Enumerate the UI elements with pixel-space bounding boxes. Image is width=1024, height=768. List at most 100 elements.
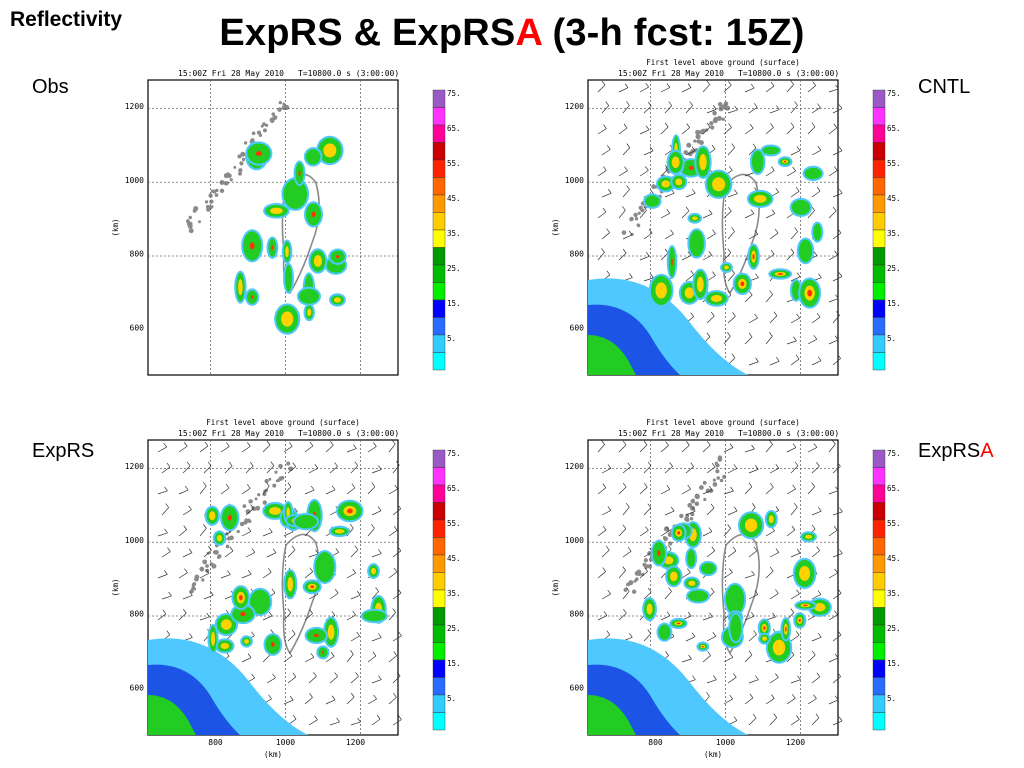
colorbar-label: 55.: [447, 159, 461, 168]
map-timer: T=10800.0 s (3:00:00): [738, 69, 839, 78]
colorbar-segment: [432, 247, 446, 266]
colorbar-segment: [432, 677, 446, 696]
panel-exprs: First level above ground (surface) 15:00Z…: [108, 418, 468, 768]
map-timer: T=10800.0 s (3:00:00): [298, 429, 399, 438]
x-tick-label: 800: [208, 738, 223, 747]
panel-label-exprsa: ExpRSA: [918, 440, 994, 463]
colorbar-label: 65.: [887, 124, 901, 133]
colorbar-label: 75.: [887, 449, 901, 458]
map-timestamp: 15:00Z Fri 28 May 2010: [178, 69, 284, 78]
colorbar-segment: [872, 352, 886, 371]
y-tick-label: 600: [570, 683, 585, 692]
map-timestamp: 15:00Z Fri 28 May 2010: [178, 429, 284, 438]
colorbar-label: 65.: [447, 484, 461, 493]
colorbar-segment: [872, 589, 886, 608]
title-main: ExpRS & ExpRS: [219, 12, 516, 54]
x-tick-label: 800: [648, 738, 663, 747]
colorbar-label: 75.: [447, 89, 461, 98]
colorbar-label: 15.: [447, 659, 461, 668]
colorbar-label: 35.: [447, 229, 461, 238]
colorbar-segment: [872, 502, 886, 521]
colorbar-segment: [432, 659, 446, 678]
colorbar-label: 35.: [447, 589, 461, 598]
y-tick-label: 800: [570, 250, 585, 259]
y-tick-label: 1200: [565, 462, 584, 471]
colorbar-label: 35.: [887, 589, 901, 598]
y-axis-unit: (km): [551, 218, 560, 236]
y-tick-label: 800: [130, 250, 145, 259]
colorbar-label: 35.: [887, 229, 901, 238]
panel-label-exprsa-text: ExpRS: [918, 440, 981, 462]
colorbar-label: 5.: [887, 334, 896, 343]
panel-label-obs-text: Obs: [32, 76, 69, 98]
colorbar-segment: [432, 229, 446, 248]
colorbar-label: 5.: [447, 694, 456, 703]
colorbar-segment: [432, 589, 446, 608]
x-tick-label: 1200: [786, 738, 805, 747]
title-accent: A: [515, 12, 542, 54]
colorbar-segment: [872, 572, 886, 591]
colorbar-label: 75.: [447, 449, 461, 458]
x-axis-unit: (km): [264, 750, 282, 759]
colorbar-label: 15.: [447, 299, 461, 308]
y-axis-unit: (km): [111, 218, 120, 236]
colorbar-segment: [432, 484, 446, 503]
y-tick-label: 1000: [125, 176, 144, 185]
colorbar-segment: [872, 317, 886, 336]
y-axis-unit: (km): [551, 578, 560, 596]
colorbar-segment: [872, 449, 886, 468]
colorbar-label: 45.: [887, 194, 901, 203]
colorbar-label: 65.: [887, 484, 901, 493]
colorbar-label: 15.: [887, 299, 901, 308]
y-tick-label: 1200: [565, 102, 584, 111]
colorbar: 75. 65. 55. 45. 35. 25. 15. 5.: [432, 89, 461, 371]
map-exprs: First level above ground (surface) 15:00Z…: [111, 418, 461, 759]
panel-obs: 15:00Z Fri 28 May 2010 T=10800.0 s (3:00:…: [108, 58, 468, 388]
colorbar-label: 75.: [887, 89, 901, 98]
colorbar-label: 5.: [447, 334, 456, 343]
colorbar-segment: [872, 334, 886, 353]
colorbar-segment: [432, 299, 446, 318]
colorbar-segment: [432, 607, 446, 626]
colorbar-segment: [872, 124, 886, 143]
colorbar-segment: [872, 659, 886, 678]
colorbar-segment: [872, 264, 886, 283]
y-tick-label: 1000: [565, 176, 584, 185]
y-tick-label: 600: [130, 683, 145, 692]
y-tick-label: 1000: [565, 536, 584, 545]
colorbar-segment: [872, 107, 886, 126]
y-tick-label: 800: [130, 610, 145, 619]
colorbar-segment: [432, 467, 446, 486]
map-timer: T=10800.0 s (3:00:00): [298, 69, 399, 78]
colorbar-segment: [872, 554, 886, 573]
colorbar-segment: [872, 624, 886, 643]
colorbar-segment: [872, 194, 886, 213]
colorbar: 75. 65. 55. 45. 35. 25. 15. 5.: [872, 449, 901, 731]
panel-label-exprs: ExpRS: [32, 440, 94, 463]
x-tick-label: 1200: [346, 738, 365, 747]
colorbar-segment: [872, 694, 886, 713]
colorbar-label: 55.: [447, 519, 461, 528]
colorbar-segment: [432, 712, 446, 731]
colorbar-segment: [432, 142, 446, 161]
section-label: Reflectivity: [10, 8, 123, 31]
colorbar-label: 65.: [447, 124, 461, 133]
colorbar-label: 45.: [447, 194, 461, 203]
colorbar-segment: [432, 572, 446, 591]
colorbar-segment: [872, 677, 886, 696]
colorbar: 75. 65. 55. 45. 35. 25. 15. 5.: [432, 449, 461, 731]
colorbar-segment: [432, 502, 446, 521]
colorbar-segment: [432, 124, 446, 143]
panel-label-exprsa-accent: A: [980, 440, 994, 462]
colorbar-segment: [872, 89, 886, 108]
colorbar-segment: [432, 694, 446, 713]
colorbar-segment: [432, 194, 446, 213]
colorbar-segment: [432, 554, 446, 573]
colorbar-segment: [872, 212, 886, 231]
reflectivity-field: [588, 134, 824, 375]
colorbar-label: 25.: [447, 624, 461, 633]
y-tick-label: 1200: [125, 462, 144, 471]
colorbar-segment: [432, 519, 446, 538]
colorbar-label: 55.: [887, 519, 901, 528]
colorbar-segment: [432, 624, 446, 643]
